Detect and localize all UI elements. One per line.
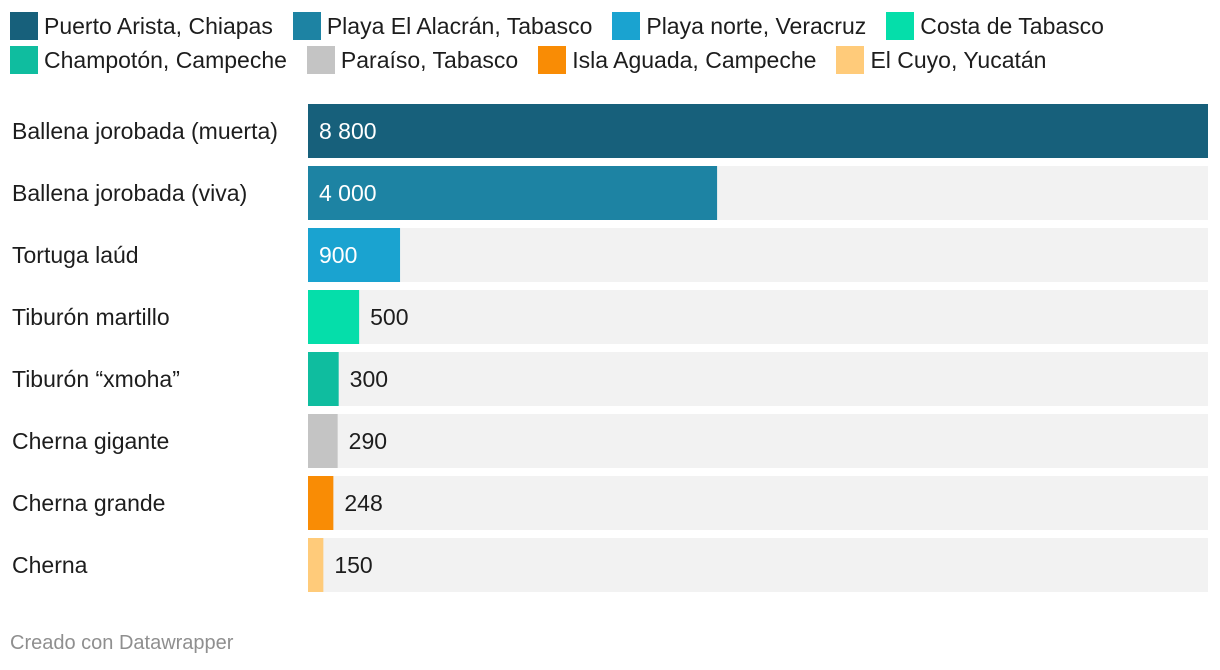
bar-background bbox=[308, 538, 1208, 592]
bar-background bbox=[308, 414, 1208, 468]
category-label: Tiburón martillo bbox=[12, 304, 170, 330]
category-label: Tortuga laúd bbox=[12, 242, 139, 268]
legend-swatch bbox=[306, 46, 335, 74]
legend-swatch bbox=[836, 46, 865, 74]
legend-item: Playa norte, Veracruz bbox=[612, 12, 866, 40]
legend-label: Playa norte, Veracruz bbox=[646, 13, 867, 39]
legend-label: Isla Aguada, Campeche bbox=[572, 47, 817, 73]
category-label: Cherna grande bbox=[12, 490, 165, 516]
legend-item: Paraíso, Tabasco bbox=[306, 46, 519, 74]
legend-swatch bbox=[10, 12, 38, 40]
bar bbox=[308, 476, 334, 530]
value-label: 290 bbox=[349, 428, 387, 454]
legend-label: El Cuyo, Yucatán bbox=[870, 47, 1047, 73]
legend-swatch bbox=[886, 12, 915, 40]
bar bbox=[308, 290, 360, 344]
bar bbox=[308, 104, 1208, 158]
legend-swatch bbox=[612, 12, 641, 40]
legend-label: Playa El Alacrán, Tabasco bbox=[326, 13, 593, 39]
category-label: Ballena jorobada (viva) bbox=[12, 180, 247, 206]
value-label: 4 000 bbox=[319, 180, 377, 206]
category-label: Cherna bbox=[12, 552, 88, 578]
chart-legend: Puerto Arista, Chiapas Playa El Alacrán, … bbox=[10, 12, 1210, 74]
value-label: 8 800 bbox=[319, 118, 377, 144]
legend-swatch bbox=[10, 46, 38, 74]
bar bbox=[308, 414, 338, 468]
legend-item: Puerto Arista, Chiapas bbox=[10, 12, 273, 40]
bar-background bbox=[308, 352, 1208, 406]
legend-item: Champotón, Campeche bbox=[10, 46, 287, 74]
value-label: 900 bbox=[319, 242, 357, 268]
bar bbox=[308, 166, 718, 220]
legend-label: Puerto Arista, Chiapas bbox=[44, 13, 273, 39]
category-label: Cherna gigante bbox=[12, 428, 169, 454]
legend-item: Costa de Tabasco bbox=[886, 12, 1104, 40]
legend-label: Champotón, Campeche bbox=[44, 47, 287, 73]
value-label: 150 bbox=[334, 552, 372, 578]
bar-background bbox=[308, 476, 1208, 530]
bar bbox=[308, 538, 324, 592]
category-label: Tiburón “xmoha” bbox=[12, 366, 180, 392]
bar bbox=[308, 352, 339, 406]
value-label: 500 bbox=[370, 304, 408, 330]
legend-item: Playa El Alacrán, Tabasco bbox=[292, 12, 593, 40]
value-label: 300 bbox=[350, 366, 388, 392]
legend-label: Paraíso, Tabasco bbox=[340, 47, 519, 73]
bar-background bbox=[308, 290, 1208, 344]
category-label: Ballena jorobada (muerta) bbox=[12, 118, 278, 144]
chart-credit: Creado con Datawrapper bbox=[10, 632, 234, 654]
legend-label: Costa de Tabasco bbox=[920, 13, 1104, 39]
bar bbox=[308, 228, 401, 282]
legend-swatch bbox=[292, 12, 321, 40]
legend-item: El Cuyo, Yucatán bbox=[836, 46, 1046, 74]
bar-background bbox=[308, 228, 1208, 282]
legend-swatch bbox=[538, 46, 567, 74]
legend-item: Isla Aguada, Campeche bbox=[538, 46, 816, 74]
value-label: 248 bbox=[344, 490, 382, 516]
